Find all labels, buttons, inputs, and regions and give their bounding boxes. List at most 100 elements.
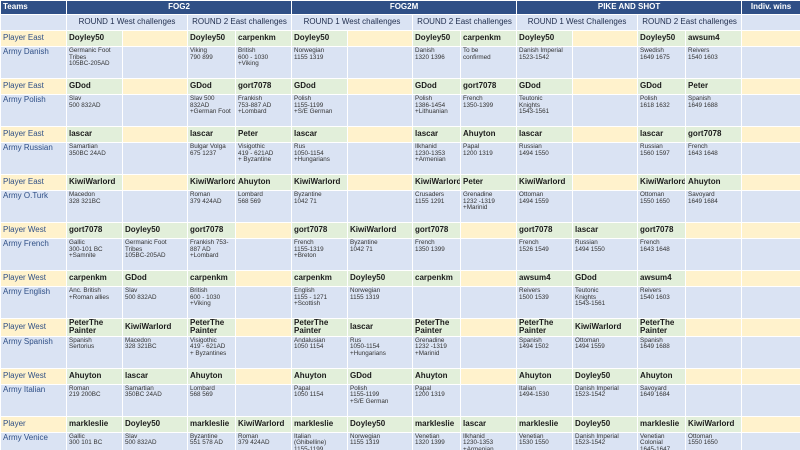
player-name: gort7078	[234, 78, 293, 95]
indiv-wins	[741, 367, 800, 385]
player-label: Player West	[0, 270, 67, 287]
player-name: lascar	[412, 126, 462, 143]
army-row: Army Danish Germanic Foot Tribes 105BC-20…	[0, 46, 800, 79]
army-row: Army Venice Gallic 300 101 BC Slav 500 832…	[0, 431, 800, 450]
player-name: Peter	[460, 174, 518, 191]
army-entry: Reivers 1540 1603	[685, 46, 743, 79]
player-name	[460, 222, 518, 239]
army-entry: Ottoman 1550 1650	[637, 190, 687, 223]
army-entry: Teutonic Knights 1543-1561	[516, 94, 574, 127]
army-label: Army Spanish	[0, 335, 67, 369]
player-name: GDod	[572, 270, 639, 287]
army-label: Army O.Turk	[0, 190, 67, 223]
player-name: GDod	[291, 78, 349, 95]
army-entry: Slav 500 832AD	[122, 286, 188, 319]
indiv-wins	[741, 78, 800, 95]
player-row: Player West PeterThe Painter KiwiWarlord Pe…	[0, 318, 800, 337]
indiv-wins	[741, 383, 800, 417]
player-name: gort7078	[66, 222, 123, 239]
indiv-wins	[741, 238, 800, 271]
army-label: Army Venice	[0, 431, 67, 450]
blank	[0, 14, 67, 31]
army-entry: Slav 500 832AD	[122, 431, 188, 450]
blank	[741, 14, 800, 31]
indiv-wins	[741, 318, 800, 337]
army-entry: Spanish 1649 1688	[637, 335, 687, 369]
army-row: Army O.Turk Macedon 328 321BC Roman 379 42…	[0, 190, 800, 223]
round-header: ROUND 1 West Challenges	[516, 14, 639, 31]
player-name: KiwiWarlord	[516, 174, 574, 191]
player-name: PeterThe Painter	[187, 318, 236, 337]
game-header: FOG2M	[291, 0, 518, 15]
army-entry: Macedon 328 321BC	[122, 335, 188, 369]
player-name: lascar	[66, 126, 123, 143]
player-name	[234, 270, 293, 287]
player-name	[572, 78, 639, 95]
army-entry: Gallic 300-101 BC +Samnite	[66, 238, 123, 271]
player-name: Doyley50	[637, 30, 687, 47]
player-name	[234, 318, 293, 337]
army-entry	[412, 286, 462, 319]
army-entry	[460, 238, 518, 271]
army-entry	[122, 94, 188, 127]
player-name: GDod	[347, 367, 414, 385]
round-header: ROUND 2 East challenges	[186, 14, 293, 31]
player-name	[234, 222, 293, 239]
player-name: Doyley50	[122, 222, 188, 239]
player-name: GDod	[187, 78, 236, 95]
player-name	[347, 30, 414, 47]
army-entry: To be confirmed	[460, 46, 518, 79]
player-name: Doyley50	[347, 270, 414, 287]
player-name: gort7078	[291, 222, 349, 239]
army-entry: French 1350-1399	[460, 94, 518, 127]
player-name: Peter	[234, 126, 293, 143]
player-name: KiwiWarlord	[187, 174, 236, 191]
army-entry: French 1643 1648	[637, 238, 687, 271]
header-row: Teams FOG2 FOG2M PIKE AND SHOT Indiv. wins	[0, 0, 800, 15]
teams-header: Teams	[0, 0, 67, 15]
player-name: Ahuyton	[234, 174, 293, 191]
army-entry: Slav 500 832AD	[66, 94, 123, 127]
army-entry	[234, 286, 293, 319]
player-name: Doyley50	[412, 30, 462, 47]
player-name: markleslie	[412, 415, 462, 433]
player-name: awsum4	[637, 270, 687, 287]
player-name: Doyley50	[66, 30, 123, 47]
army-entry	[122, 46, 188, 79]
player-name: gort7078	[187, 222, 236, 239]
player-name: lascar	[572, 222, 639, 239]
army-entry: Polish 1386-1454 +Lithuanian	[412, 94, 462, 127]
indiv-wins	[741, 222, 800, 239]
player-name: Ahuyton	[685, 174, 743, 191]
army-entry: Byzantine 1042 71	[291, 190, 349, 223]
army-entry: Danish Imperial 1523-1542	[572, 431, 639, 450]
army-entry: Roman 379 424AD	[234, 431, 293, 450]
player-name	[460, 367, 518, 385]
army-entry: Rus 1050-1154 +Hungarians	[347, 335, 414, 369]
player-name: gort7078	[637, 222, 687, 239]
army-entry	[572, 94, 639, 127]
player-name: Ahuyton	[187, 367, 236, 385]
army-entry: Roman 379 424AD	[187, 190, 236, 223]
army-entry	[122, 142, 188, 175]
player-label: Player West	[0, 318, 67, 337]
army-label: Army Italian	[0, 383, 67, 417]
army-entry	[460, 335, 518, 369]
player-name: Ahuyton	[66, 367, 123, 385]
player-name: GDod	[412, 78, 462, 95]
army-entry	[685, 238, 743, 271]
player-name: Ahuyton	[637, 367, 687, 385]
player-name: awsum4	[685, 30, 743, 47]
player-name: markleslie	[291, 415, 349, 433]
army-entry: Slav 500 832AD +German Foot	[187, 94, 236, 127]
army-row: Army Russian Samartian 350BC 24AD Bulgar V…	[0, 142, 800, 175]
army-entry	[572, 46, 639, 79]
army-entry: French 1643 1648	[685, 142, 743, 175]
player-name: lascar	[516, 126, 574, 143]
player-name: PeterThe Painter	[412, 318, 462, 337]
player-name: gort7078	[685, 126, 743, 143]
army-entry: Grenadine 1232 -1319 +Marinid	[412, 335, 462, 369]
army-entry: Polish 1155-1199 +S/E German	[347, 383, 414, 417]
player-name: lascar	[347, 318, 414, 337]
indiv-wins	[741, 286, 800, 319]
